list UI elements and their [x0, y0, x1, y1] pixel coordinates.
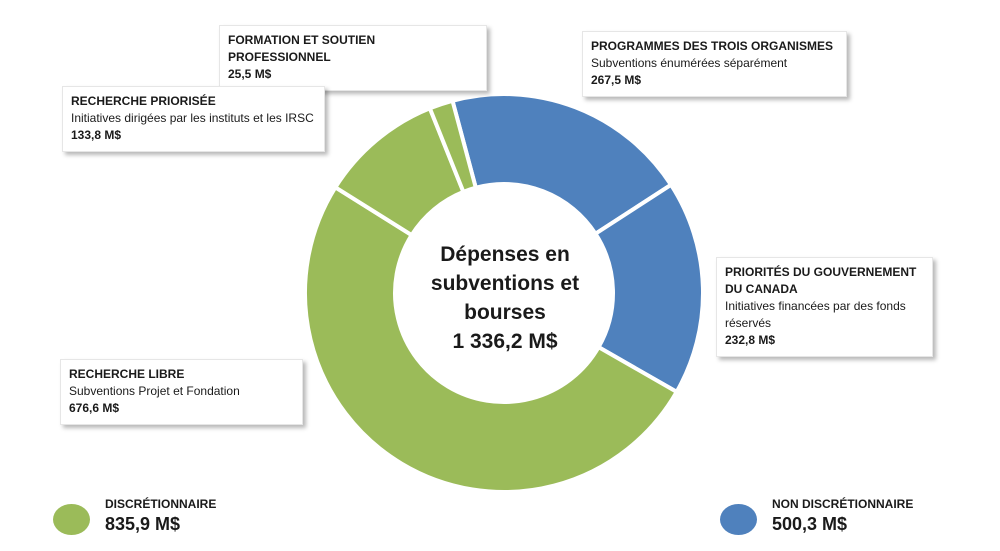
callout-recherche-libre: RECHERCHE LIBRE Subventions Projet et Fo…	[60, 359, 303, 425]
callout-value: 267,5 M$	[591, 73, 642, 87]
center-line-2: subventions et	[430, 272, 580, 295]
legend-amount: 835,9 M$	[105, 514, 181, 534]
legend-non-discretionary: NON DISCRÉTIONNAIRE 500,3 M$	[720, 497, 960, 542]
donut-slice-4	[427, 98, 479, 195]
callout-category: PROGRAMMES DES TROIS ORGANISMES	[591, 39, 834, 53]
callout-value: 232,8 M$	[725, 333, 776, 347]
donut-slice-0	[450, 92, 674, 237]
legend-discretionary: DISCRÉTIONNAIRE 835,9 M$	[53, 497, 253, 542]
callout-formation: FORMATION ET SOUTIEN PROFESSIONNEL 25,5 …	[219, 25, 487, 91]
donut-slice-1	[592, 182, 705, 395]
legend-amount: 500,3 M$	[772, 514, 848, 534]
callout-trois-organismes: PROGRAMMES DES TROIS ORGANISMES Subventi…	[582, 31, 847, 97]
center-total: 1 336,2 M$	[452, 330, 558, 353]
callout-category: FORMATION ET SOUTIEN PROFESSIONNEL	[228, 33, 376, 64]
callout-description: Subventions Projet et Fondation	[69, 384, 240, 398]
callout-value: 676,6 M$	[69, 401, 120, 415]
legend-label: NON DISCRÉTIONNAIRE	[772, 497, 914, 511]
legend-label: DISCRÉTIONNAIRE	[105, 497, 217, 511]
callout-category: PRIORITÉS DU GOUVERNEMENT DU CANADA	[725, 265, 917, 296]
callout-value: 133,8 M$	[71, 128, 122, 142]
center-line-1: Dépenses en	[440, 243, 570, 266]
callout-value: 25,5 M$	[228, 67, 272, 81]
callout-description: Subventions énumérées séparément	[591, 56, 788, 70]
donut-slice-2	[303, 184, 680, 494]
center-line-3: bourses	[464, 301, 546, 324]
donut-center-label: Dépenses en subventions et bourses 1 336…	[405, 240, 605, 356]
legend-swatch-non-discretionary	[720, 504, 757, 535]
legend-swatch-discretionary	[53, 504, 90, 535]
callout-category: RECHERCHE PRIORISÉE	[71, 94, 216, 108]
callout-recherche-priorisee: RECHERCHE PRIORISÉE Initiatives dirigées…	[62, 86, 325, 152]
callout-category: RECHERCHE LIBRE	[69, 367, 185, 381]
callout-description: Initiatives dirigées par les instituts e…	[71, 111, 314, 125]
callout-description: Initiatives financées par des fonds rése…	[725, 299, 906, 330]
callout-priorites-gouvernement: PRIORITÉS DU GOUVERNEMENT DU CANADA Init…	[716, 257, 933, 357]
